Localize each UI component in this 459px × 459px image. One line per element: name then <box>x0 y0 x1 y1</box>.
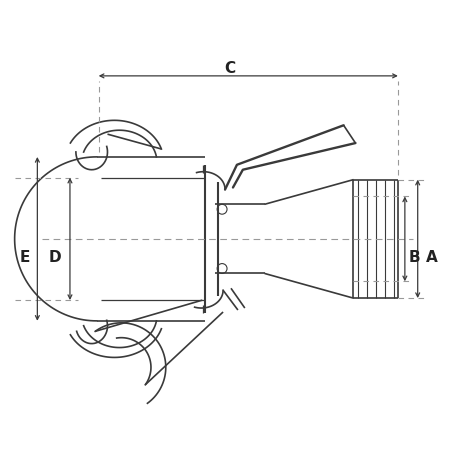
Text: A: A <box>425 249 437 264</box>
Text: E: E <box>19 249 30 264</box>
Text: C: C <box>224 61 235 76</box>
Text: D: D <box>49 249 61 264</box>
Text: B: B <box>407 249 419 264</box>
